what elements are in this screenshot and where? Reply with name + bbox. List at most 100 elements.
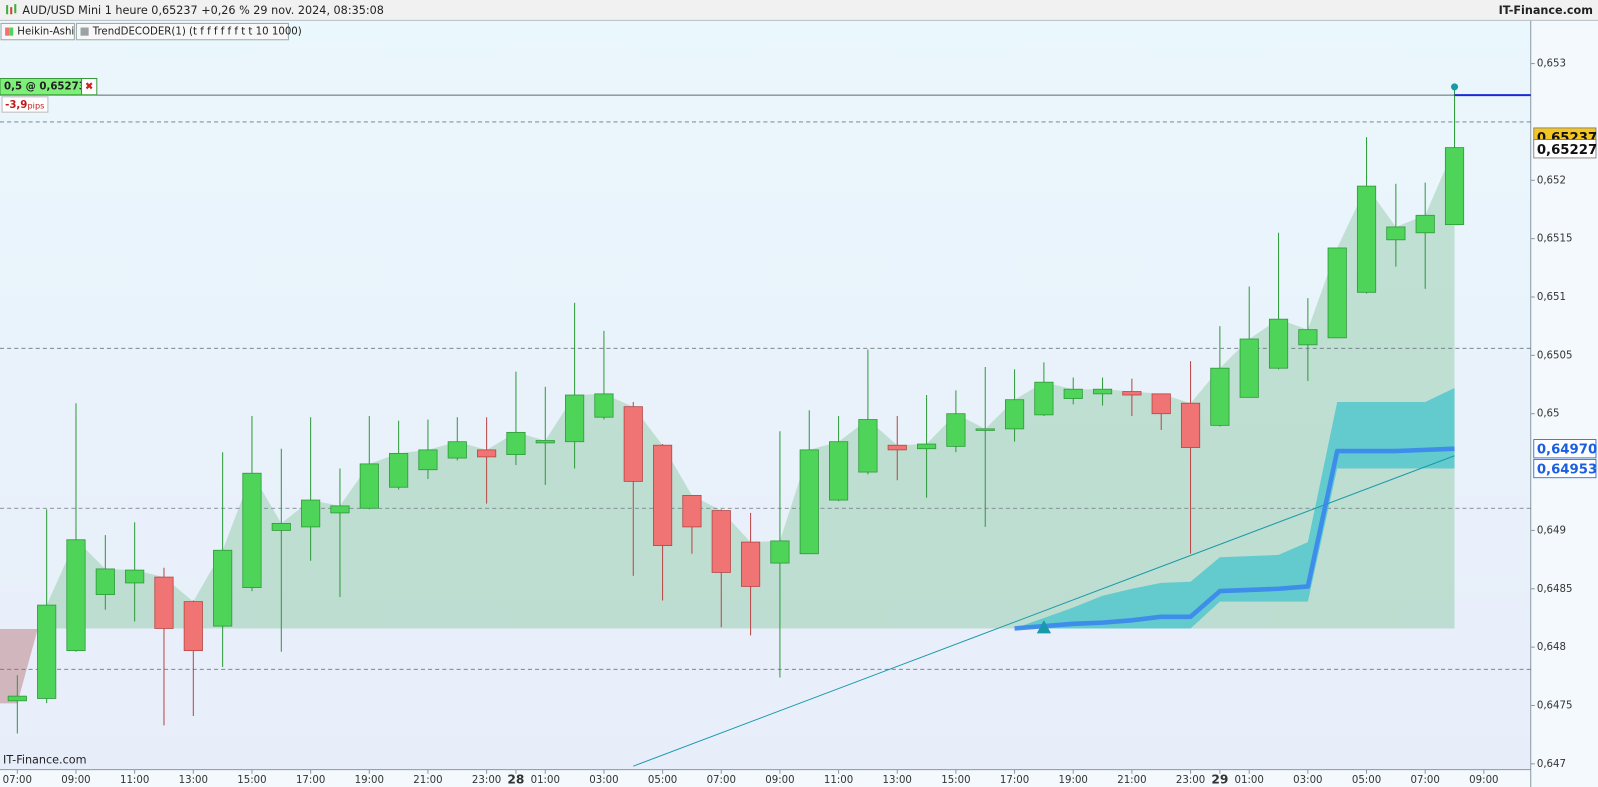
candle-body — [535, 440, 555, 444]
x-tick-label: 11:00 — [120, 775, 149, 786]
x-tick-label: 01:00 — [531, 775, 560, 786]
x-tick-label: 21:00 — [413, 775, 442, 786]
candle-body — [799, 449, 819, 555]
x-tick-label: 03:00 — [589, 775, 618, 786]
candle-body — [623, 406, 643, 482]
candle-body — [887, 444, 907, 451]
candle-body — [125, 569, 145, 584]
y-tick-label: 0,647 — [1537, 759, 1566, 770]
candle-body — [477, 449, 497, 458]
candle-body — [594, 393, 614, 418]
y-tick-label: 0,6505 — [1537, 350, 1573, 361]
pips-unit: pips — [28, 101, 45, 111]
order-close-icon: ✖ — [85, 82, 94, 93]
candle-body — [1210, 367, 1230, 426]
candle-body — [1004, 399, 1025, 430]
x-tick-label: 21:00 — [1117, 775, 1146, 786]
x-tick-label: 05:00 — [648, 775, 677, 786]
price-label: 0,64970 — [1537, 443, 1597, 458]
candle-body — [770, 540, 790, 564]
x-tick-label: 29 — [1211, 772, 1228, 786]
candle-body — [916, 443, 937, 450]
plot-background — [0, 20, 1531, 770]
y-tick-label: 0,651 — [1537, 292, 1566, 303]
x-tick-label: 13:00 — [883, 775, 912, 786]
x-tick-label: 15:00 — [237, 775, 266, 786]
x-tick-label: 07:00 — [707, 775, 736, 786]
x-tick-label: 07:00 — [1411, 775, 1440, 786]
x-tick-label: 23:00 — [472, 775, 501, 786]
trend-line — [1014, 446, 1455, 631]
candle-body — [1063, 388, 1083, 399]
legend-box[interactable] — [0, 22, 75, 41]
candle-body — [946, 413, 966, 447]
legend-box[interactable] — [75, 22, 289, 41]
order-label: 0,5 @ 0,65273 — [4, 82, 86, 93]
x-tick-label: 01:00 — [1235, 775, 1264, 786]
legend-label: Heikin-Ashi — [17, 27, 74, 38]
candle-body — [1356, 185, 1377, 293]
source-bottom: IT-Finance.com — [3, 753, 87, 766]
candle-body — [1180, 402, 1201, 448]
x-tick-label: 17:00 — [296, 775, 325, 786]
candle-body — [829, 441, 849, 501]
legend-swatch-down — [5, 27, 10, 36]
candle-body — [7, 695, 27, 702]
chart-title: AUD/USD Mini 1 heure 0,65237 +0,26 % 29 … — [22, 4, 383, 17]
candle-body — [1092, 388, 1113, 395]
pips-box — [1, 96, 49, 113]
candle-body — [213, 549, 233, 627]
pips-value: -3,9 — [5, 100, 27, 111]
y-tick-label: 0,648 — [1537, 642, 1566, 653]
candle-body — [359, 463, 379, 509]
candle-body — [447, 441, 467, 459]
candle-body — [301, 499, 321, 528]
x-tick-label: 09:00 — [61, 775, 90, 786]
candle-body — [271, 523, 291, 531]
candle-body — [565, 394, 585, 443]
candle-body — [1239, 338, 1259, 398]
candle-body — [66, 539, 86, 652]
x-tick-label: 17:00 — [1000, 775, 1029, 786]
y-tick-label: 0,649 — [1537, 525, 1566, 536]
price-label: 0,65227 — [1537, 143, 1597, 158]
candle-body — [154, 576, 174, 629]
marks-layer — [0, 83, 1531, 734]
x-tick-label: 05:00 — [1352, 775, 1381, 786]
candle-body — [975, 428, 995, 431]
candle-body — [183, 601, 203, 652]
header-icon — [6, 4, 17, 15]
y-tick-label: 0,65 — [1537, 409, 1560, 420]
order-close-button[interactable] — [81, 77, 98, 96]
price-label: 0,64953 — [1537, 463, 1597, 478]
candle-body — [1386, 226, 1406, 241]
candle-body — [418, 449, 438, 471]
candle-body — [330, 505, 350, 514]
candle-body — [95, 568, 115, 596]
legend-swatch — [9, 27, 14, 36]
candle-body — [741, 541, 761, 587]
candle-body — [711, 510, 731, 573]
x-tick-label: 09:00 — [1469, 775, 1498, 786]
header-bar — [0, 0, 1598, 21]
price-label-box — [1533, 458, 1597, 479]
candle-body — [37, 604, 57, 699]
trendline — [633, 455, 1455, 767]
x-tick-label: 07:00 — [3, 775, 32, 786]
price-label-box — [1533, 439, 1597, 459]
x-tick-label: 28 — [507, 772, 524, 786]
high-dot — [1450, 83, 1459, 91]
candle-body — [1034, 381, 1054, 416]
y-tick-label: 0,6515 — [1537, 234, 1573, 245]
x-tick-label: 15:00 — [941, 775, 970, 786]
axes-layer: 0,653 0,652 0,6515 0,651 0,6505 0,65 0,649 0,64… — [3, 59, 1598, 787]
candle-body — [1122, 391, 1142, 396]
candle-body — [653, 444, 673, 546]
candle-body — [1268, 318, 1289, 369]
bearish-zone — [0, 628, 38, 704]
x-tick-label: 13:00 — [179, 775, 208, 786]
source-top: IT-Finance.com — [1499, 4, 1593, 17]
candle-body — [682, 494, 702, 528]
y-tick-label: 0,653 — [1537, 59, 1566, 70]
area-layer — [0, 121, 1531, 767]
